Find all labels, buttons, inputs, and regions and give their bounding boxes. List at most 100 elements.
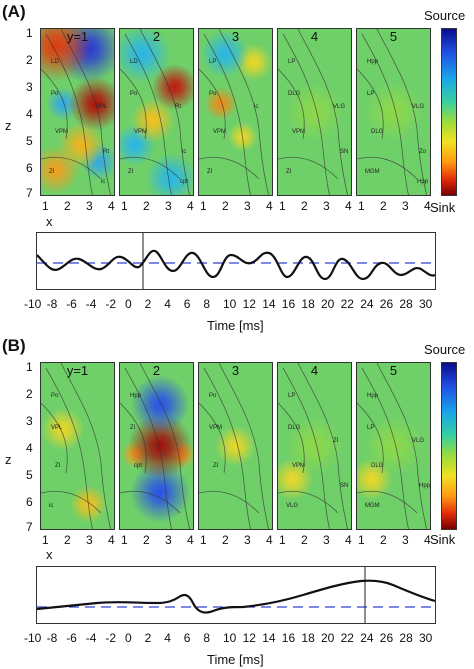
contour-line xyxy=(203,33,251,195)
anatomy-contours xyxy=(41,363,111,529)
x-tick: 4 xyxy=(266,533,273,547)
x-tick: 4 xyxy=(187,199,194,213)
panel-a-x-label: x xyxy=(46,214,53,229)
x-tick: 3 xyxy=(165,533,172,547)
region-label: ZI xyxy=(333,438,339,444)
map-title: y=1 xyxy=(66,363,89,378)
region-label: SN xyxy=(340,149,349,155)
time-tick: 14 xyxy=(262,297,276,311)
contour-line xyxy=(199,68,226,140)
time-tick: 26 xyxy=(379,631,394,645)
anatomy-contours xyxy=(278,29,348,195)
region-label: Hpp xyxy=(367,393,379,399)
x-tick: 3 xyxy=(86,533,93,547)
contour-line xyxy=(357,156,418,180)
contour-line xyxy=(45,33,93,195)
anatomy-contours xyxy=(278,363,348,529)
region-label: ZI xyxy=(49,169,55,175)
contour-line xyxy=(282,367,330,529)
time-tick: -8 xyxy=(46,631,58,645)
x-tick: 1 xyxy=(121,199,128,213)
time-tick: -6 xyxy=(66,297,77,311)
time-tick: -2 xyxy=(105,631,117,645)
z-tick: 1 xyxy=(26,26,33,40)
panel-b-z-label: z xyxy=(5,452,12,467)
region-label: Rt xyxy=(175,104,181,110)
region-label: ZI xyxy=(128,169,134,175)
z-tick: 3 xyxy=(26,414,33,428)
time-tick: 8 xyxy=(203,631,211,645)
time-tick: 4 xyxy=(164,297,171,311)
x-tick: 4 xyxy=(266,199,273,213)
region-label: Rt xyxy=(103,149,109,155)
contour-line xyxy=(278,68,305,140)
trace-line xyxy=(36,249,436,281)
z-tick: 1 xyxy=(26,360,33,374)
x-tick: 2 xyxy=(222,533,229,547)
colorbar-sink-label: Sink xyxy=(430,200,456,215)
anatomy-contours xyxy=(120,363,190,529)
contour-line xyxy=(278,490,339,514)
x-tick: 1 xyxy=(358,199,365,213)
region-label: ic xyxy=(182,149,187,155)
z-tick: 6 xyxy=(26,161,33,175)
x-tick: 3 xyxy=(323,533,330,547)
colorbar xyxy=(441,28,457,196)
contour-line xyxy=(199,156,260,180)
contour-line xyxy=(120,156,181,180)
x-tick: 4 xyxy=(108,199,115,213)
csd-map-y2: Hpp ZI cpt 2 xyxy=(119,362,194,530)
csd-map-y3: Po VPM ZI 3 xyxy=(198,362,273,530)
region-label: Po xyxy=(51,91,59,97)
x-tick: 3 xyxy=(402,199,409,213)
region-label: Po xyxy=(130,91,138,97)
anatomy-contours xyxy=(199,363,269,529)
region-label: LD xyxy=(130,59,138,65)
csd-map-y4: LP DLG VPM ZI VLG SN 4 xyxy=(277,28,352,196)
region-label: MGM xyxy=(365,503,380,509)
csd-map-y4: LP DLG VPM VLG ZI SN 4 xyxy=(277,362,352,530)
z-tick: 4 xyxy=(26,107,33,121)
colorbar-source-label: Source xyxy=(424,8,466,23)
region-label: cpt xyxy=(134,463,143,469)
x-tick: 4 xyxy=(345,533,352,547)
region-label: DLG xyxy=(288,91,301,97)
panel-a-z-label: z xyxy=(5,118,12,133)
panel-b-trace-plot xyxy=(36,567,436,623)
region-label: VLG xyxy=(412,438,425,444)
time-tick: 20 xyxy=(321,297,335,311)
z-tick: 2 xyxy=(26,387,33,401)
anatomy-contours xyxy=(41,29,111,195)
region-label: LP xyxy=(288,59,296,65)
contour-line xyxy=(60,29,111,195)
region-label: VPM xyxy=(213,129,227,135)
time-tick: 22 xyxy=(340,297,354,311)
anatomy-contours xyxy=(357,29,427,195)
map-title: 5 xyxy=(389,363,398,378)
x-tick: 1 xyxy=(358,533,365,547)
x-tick: 3 xyxy=(323,199,330,213)
region-label: LP xyxy=(209,59,217,65)
contour-line xyxy=(357,490,418,514)
region-label: VLG xyxy=(412,104,425,110)
time-tick: 20 xyxy=(321,631,335,645)
region-label: Hpp xyxy=(130,393,142,399)
region-label: ZI xyxy=(207,169,213,175)
contour-line xyxy=(297,29,348,195)
panel-b-x-label: x xyxy=(46,547,53,562)
region-label: ZI xyxy=(286,169,292,175)
x-tick: 2 xyxy=(64,199,71,213)
panel-b-time-label: Time [ms] xyxy=(207,652,264,667)
contour-line xyxy=(218,363,269,529)
region-label: VPL xyxy=(51,425,63,431)
map-title: 2 xyxy=(152,363,161,378)
x-tick: 2 xyxy=(143,533,150,547)
time-tick: 28 xyxy=(399,297,413,311)
region-label: ZI xyxy=(130,425,136,431)
colorbar-source-label: Source xyxy=(424,342,466,357)
time-tick: 10 xyxy=(223,297,237,311)
time-tick: -2 xyxy=(105,297,117,311)
time-tick: 30 xyxy=(419,297,433,311)
x-tick: 3 xyxy=(402,533,409,547)
contour-line xyxy=(278,156,339,180)
